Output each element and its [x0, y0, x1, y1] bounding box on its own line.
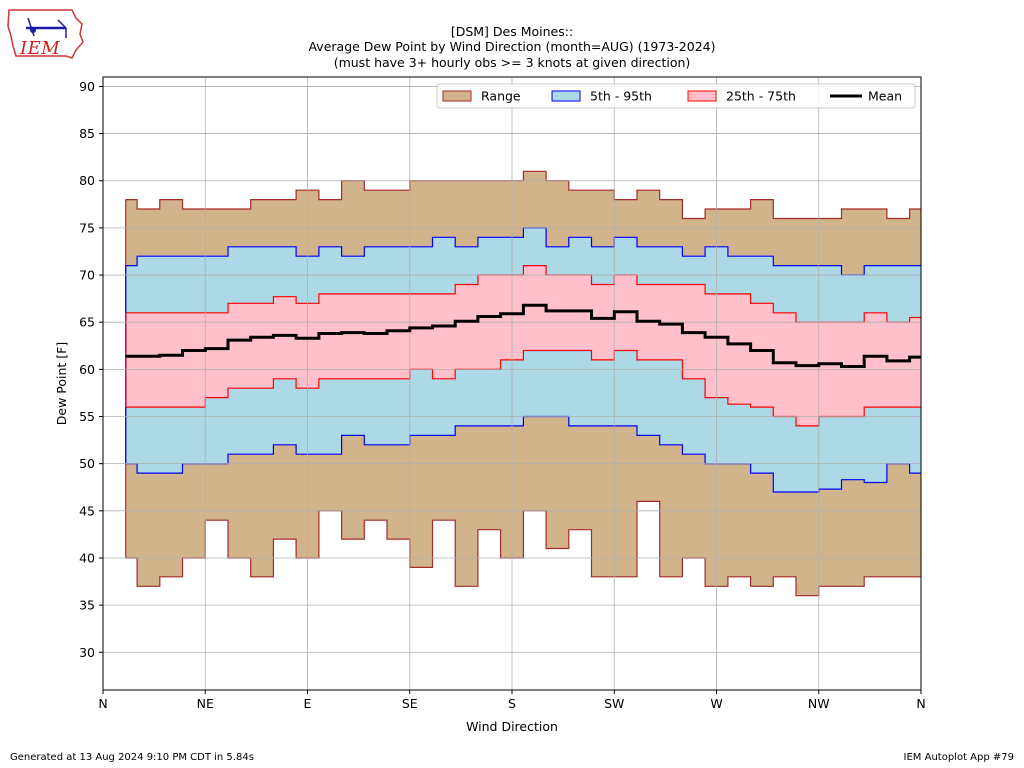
x-tick-label: N: [916, 696, 925, 711]
legend-label: 5th - 95th: [590, 89, 652, 104]
range-low-edge: [125, 500, 921, 597]
legend-label: Mean: [868, 89, 902, 104]
x-tick-label: SW: [604, 696, 624, 711]
x-axis-label: Wind Direction: [466, 719, 558, 734]
y-tick-label: 65: [79, 315, 95, 330]
y-tick-label: 35: [79, 598, 95, 613]
range-high-edge: [125, 170, 921, 220]
y-tick-label: 60: [79, 362, 95, 377]
legend-label: 25th - 75th: [726, 89, 796, 104]
p25-75-band-fill: [125, 265, 921, 426]
x-tick-label: N: [98, 696, 107, 711]
x-tick-label: NW: [808, 696, 830, 711]
footer-generated: Generated at 13 Aug 2024 9:10 PM CDT in …: [10, 752, 254, 763]
legend-label: Range: [481, 89, 521, 104]
legend: Range 5th - 95th 25th - 75th Mean: [436, 83, 916, 109]
iem-logo: [6, 6, 86, 70]
y-tick-label: 50: [79, 456, 95, 471]
logo-text: IEM: [20, 38, 61, 59]
x-tick-label: SE: [402, 696, 418, 711]
y-tick-label: 85: [79, 126, 95, 141]
y-tick-label: 70: [79, 268, 95, 283]
y-tick-label: 90: [79, 79, 95, 94]
y-tick-label: 30: [79, 645, 95, 660]
chart-title-line-1: [DSM] Des Moines::: [450, 24, 574, 39]
y-tick-label: 75: [79, 220, 95, 235]
y-axis-label: Dew Point [F]: [54, 342, 69, 425]
x-tick-label: W: [710, 696, 722, 711]
x-tick-label: E: [304, 696, 312, 711]
legend-swatch: [442, 90, 472, 102]
chart-title-line-2: Average Dew Point by Wind Direction (mon…: [308, 39, 716, 54]
legend-swatch: [551, 90, 581, 102]
y-tick-label: 40: [79, 550, 95, 565]
legend-swatch: [687, 90, 717, 102]
iowa-state-outline-icon: [7, 9, 84, 59]
mean-line: [125, 303, 921, 368]
y-tick-label: 80: [79, 173, 95, 188]
y-tick-label: 55: [79, 409, 95, 424]
footer-app-id: IEM Autoplot App #79: [903, 752, 1014, 763]
y-tick-label: 45: [79, 503, 95, 518]
x-tick-label: S: [508, 696, 516, 711]
x-tick-label: NE: [197, 696, 214, 711]
legend-box: [436, 83, 916, 109]
chart-title-line-3: (must have 3+ hourly obs >= 3 knots at g…: [333, 55, 691, 70]
